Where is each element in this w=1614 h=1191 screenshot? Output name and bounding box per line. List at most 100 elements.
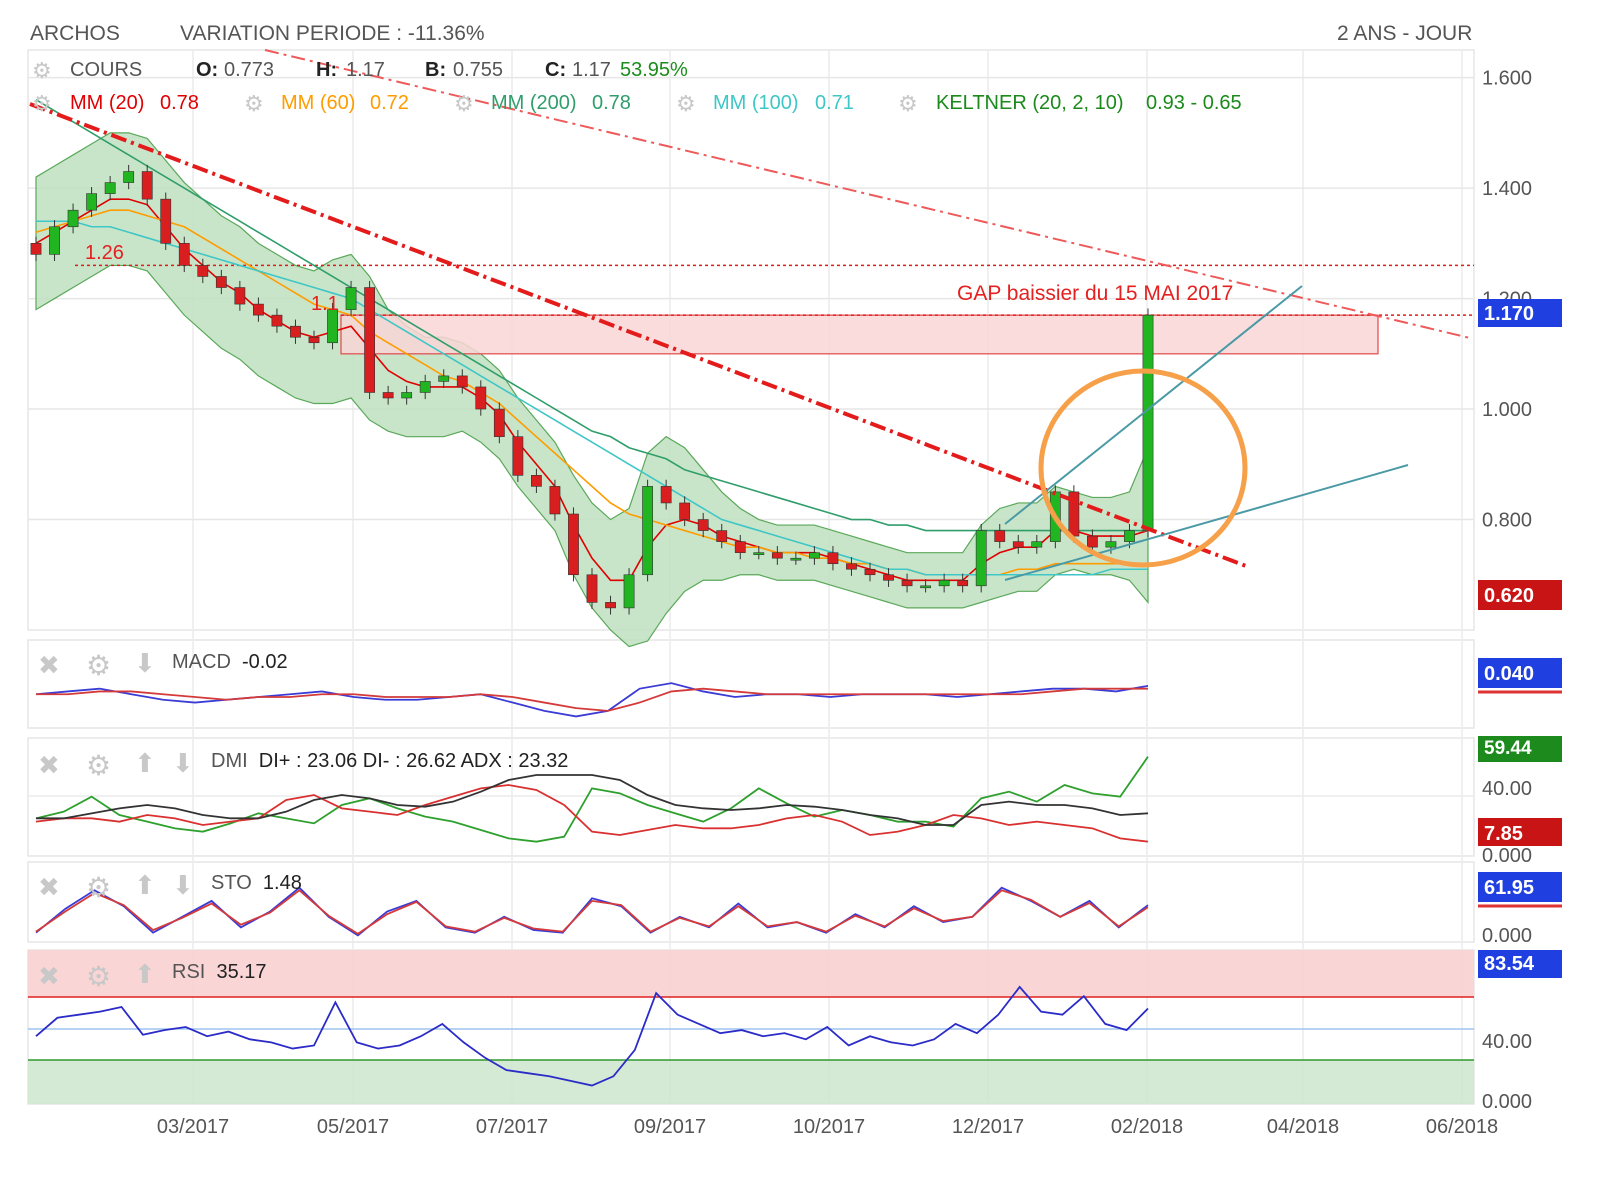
rsi-gear-icon[interactable]: ⚙ xyxy=(86,961,112,992)
dmi-tick-0: 0.000 xyxy=(1482,845,1532,867)
keltner-gear-icon[interactable]: ⚙ xyxy=(898,91,918,116)
keltner-label: KELTNER (20, 2, 10) xyxy=(936,92,1124,114)
sto-line-1 xyxy=(35,889,1149,935)
dmi-badge-bottom-bg xyxy=(1478,818,1562,846)
mm100-label: MM (100) xyxy=(713,92,799,114)
sto-close-icon[interactable]: ✖ xyxy=(38,872,60,902)
candle-body xyxy=(141,171,153,200)
candle-body xyxy=(790,557,802,561)
candle-body xyxy=(1087,535,1098,548)
y-tick-label: 1.600 xyxy=(1482,68,1532,90)
close-value: 1.17 xyxy=(572,59,611,81)
dmi-down-arrow-icon[interactable]: ⬇ xyxy=(172,748,194,778)
sto-line-0 xyxy=(35,886,1149,937)
candle-body xyxy=(771,552,783,559)
rsi-oversold-zone xyxy=(28,1060,1474,1104)
macd-name: MACD xyxy=(172,651,231,673)
macd-title: MACD -0.02 xyxy=(172,651,288,674)
sto-name: STO xyxy=(211,872,252,894)
candle-body xyxy=(1142,314,1154,531)
macd-badge: 0.040 xyxy=(1484,663,1534,685)
level-11-label: 1.1 xyxy=(311,293,339,315)
period-selector[interactable]: 2 ANS - JOUR xyxy=(1337,22,1473,45)
candle-body xyxy=(67,209,79,228)
macd-gear-icon[interactable]: ⚙ xyxy=(86,650,112,681)
variation-periode: VARIATION PERIODE : -11.36% xyxy=(180,22,485,45)
candle-body xyxy=(846,563,857,570)
candle-body xyxy=(586,574,598,603)
macd-line-0 xyxy=(35,682,1149,718)
x-tick-label: 04/2018 xyxy=(1267,1116,1339,1138)
candle-body xyxy=(86,193,97,211)
dmi-badge-bottom: 7.85 xyxy=(1484,823,1523,845)
dmi-close-icon[interactable]: ✖ xyxy=(38,750,60,780)
x-tick-label: 06/2018 xyxy=(1426,1116,1498,1138)
candle-body xyxy=(512,436,524,476)
candle-body xyxy=(549,486,561,515)
candle-body xyxy=(975,530,987,587)
rsi-up-arrow-icon[interactable]: ⬆ xyxy=(134,959,156,989)
mm20-gear-icon[interactable]: ⚙ xyxy=(32,91,52,116)
gap-annotation: GAP baissier du 15 MAI 2017 xyxy=(957,282,1234,305)
candle-body xyxy=(493,408,505,437)
dmi-tick-40: 40.00 xyxy=(1482,778,1532,800)
panel-frame-0 xyxy=(27,49,1475,631)
candle-body xyxy=(1124,530,1135,542)
sto-gear-icon[interactable]: ⚙ xyxy=(86,872,112,903)
mm20-value: 0.78 xyxy=(160,92,199,114)
candle-body xyxy=(345,287,357,310)
mm100-gear-icon[interactable]: ⚙ xyxy=(676,91,696,116)
sto-tick-0: 0.000 xyxy=(1482,925,1532,947)
panel-frame-3 xyxy=(27,861,1475,943)
macd-close-icon[interactable]: ✖ xyxy=(38,650,60,680)
candle-body xyxy=(160,198,172,244)
rsi-close-icon[interactable]: ✖ xyxy=(38,961,60,991)
candle-body xyxy=(660,486,672,504)
candle-body xyxy=(456,375,468,388)
dmi-values: DI+ : 23.06 DI- : 26.62 ADX : 23.32 xyxy=(258,750,569,772)
rsi-badge-bg xyxy=(1478,950,1562,978)
candle-body xyxy=(271,314,283,327)
mm200-value: 0.78 xyxy=(592,92,631,114)
candle-body xyxy=(642,486,653,576)
x-tick-label: 03/2017 xyxy=(157,1116,229,1138)
candle-body xyxy=(827,552,839,565)
x-tick-label: 07/2017 xyxy=(476,1116,548,1138)
rsi-badge: 83.54 xyxy=(1484,953,1535,975)
dmi-badge-top-bg xyxy=(1478,736,1562,762)
sto-up-arrow-icon[interactable]: ⬆ xyxy=(134,870,156,900)
mm60-gear-icon[interactable]: ⚙ xyxy=(244,91,264,116)
candle-body xyxy=(734,541,746,553)
candle-body xyxy=(1031,541,1043,548)
macd-value: -0.02 xyxy=(242,651,288,673)
keltner-value: 0.93 - 0.65 xyxy=(1146,92,1242,114)
mm60-value: 0.72 xyxy=(370,92,409,114)
candle-body xyxy=(864,568,876,576)
rsi-tick-40: 40.00 xyxy=(1482,1031,1532,1053)
candle-body xyxy=(419,381,431,393)
rsi-name: RSI xyxy=(172,961,206,983)
dmi-line-1 xyxy=(35,784,1149,843)
mm200-gear-icon[interactable]: ⚙ xyxy=(454,91,474,116)
dmi-gear-icon[interactable]: ⚙ xyxy=(86,750,112,781)
candle-body xyxy=(327,309,338,344)
change-value: 53.95% xyxy=(620,59,688,81)
candle-body xyxy=(308,336,320,344)
candle-body xyxy=(197,265,209,277)
sto-badge-bg xyxy=(1478,872,1562,902)
candle-body xyxy=(1105,541,1117,548)
last-price-badge: 1.170 xyxy=(1484,303,1534,325)
x-tick-label: 10/2017 xyxy=(793,1116,865,1138)
cours-gear-icon[interactable]: ⚙ xyxy=(32,58,52,83)
dmi-up-arrow-icon[interactable]: ⬆ xyxy=(134,748,156,778)
sto-down-arrow-icon[interactable]: ⬇ xyxy=(172,870,194,900)
macd-down-arrow-icon[interactable]: ⬇ xyxy=(134,648,156,678)
panel-frame-2 xyxy=(27,737,1475,857)
dmi-badge-top: 59.44 xyxy=(1484,738,1532,759)
close-label: C: xyxy=(545,59,567,81)
rsi-value: 35.17 xyxy=(216,961,267,983)
high-label: H: xyxy=(316,59,338,81)
y-tick-label: 0.800 xyxy=(1482,510,1532,532)
candle-body xyxy=(1012,541,1024,548)
